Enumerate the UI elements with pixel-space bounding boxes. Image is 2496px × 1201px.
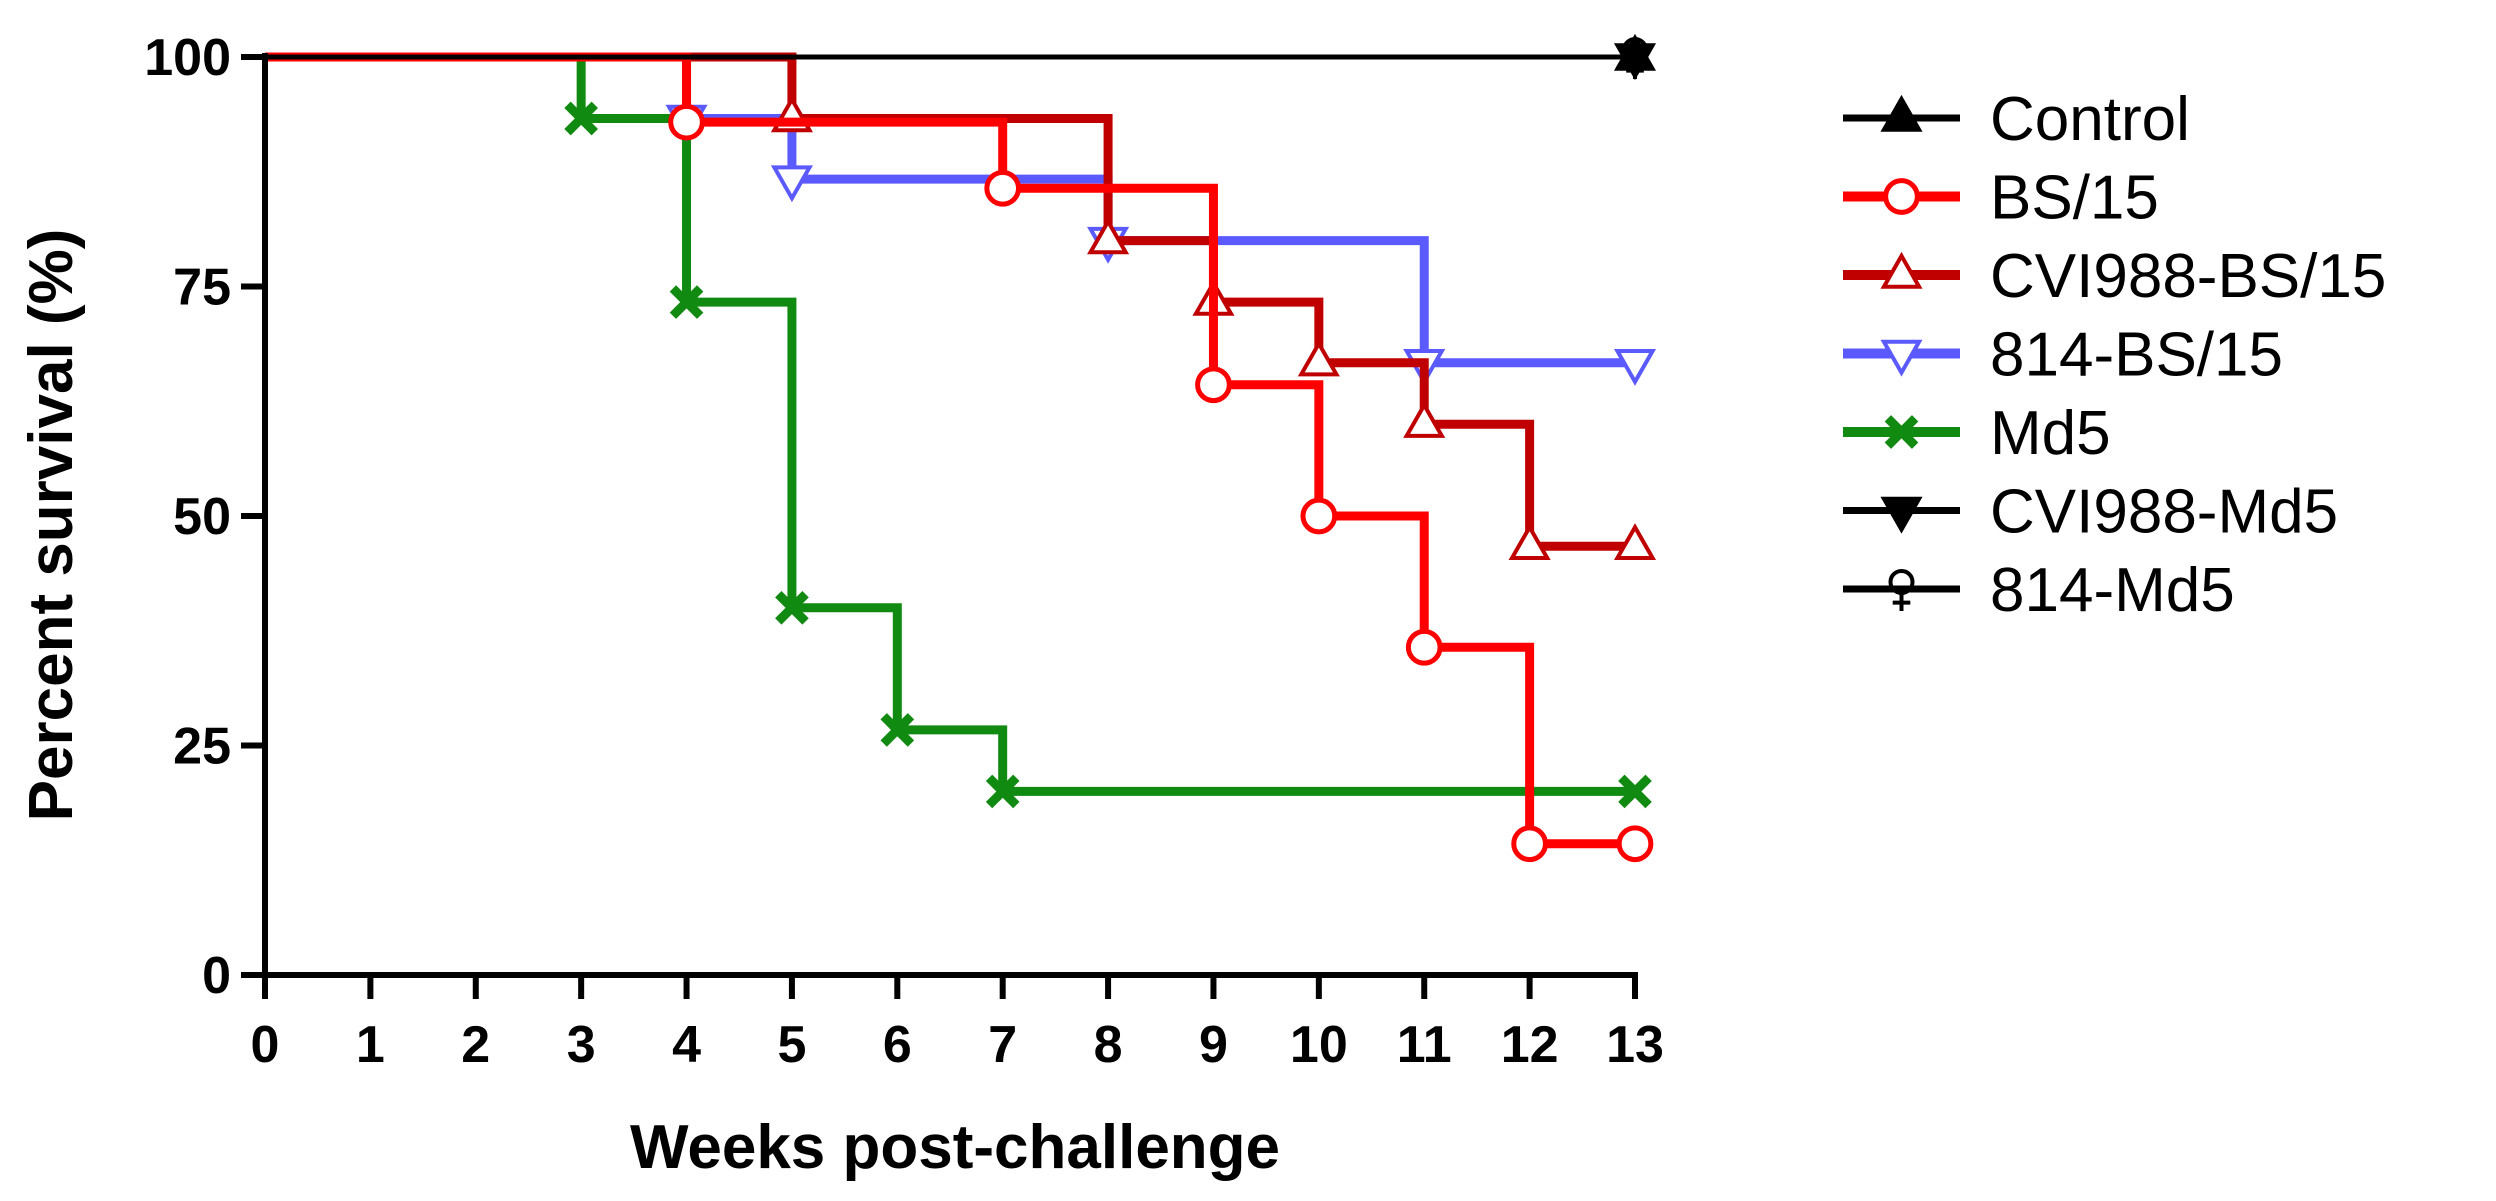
x-tick-label-2: 2 (461, 1016, 490, 1074)
legend-marker-control (1880, 94, 1923, 132)
series-bs-15 (265, 52, 1654, 863)
point-bs-15-5 (1511, 825, 1548, 863)
point-cvi988-bs-15-1 (1087, 217, 1130, 255)
legend-marker-bs-15 (1883, 178, 1920, 215)
legend-label-control: Control (1990, 85, 2190, 154)
point-bs-15-2 (1195, 366, 1232, 404)
legend-label-814-bs-15: 814-BS/15 (1990, 321, 2283, 390)
legend-label-bs-15: BS/15 (1990, 164, 2159, 233)
y-tick-label-75: 75 (173, 259, 231, 317)
y-tick-label-50: 50 (173, 488, 231, 546)
legend-marker-cvi988-md5 (1880, 496, 1923, 534)
x-tick-label-0: 0 (251, 1016, 280, 1074)
point-md5-5 (1618, 774, 1652, 809)
legend-label-cvi988-md5: CVI988-Md5 (1990, 478, 2338, 547)
x-tick-label-5: 5 (777, 1016, 806, 1074)
y-tick-label-25: 25 (173, 718, 231, 776)
series-line-md5 (265, 52, 1635, 796)
series-line-814-bs-15 (265, 52, 1635, 368)
x-tick-label-6: 6 (883, 1016, 912, 1074)
y-tick-label-100: 100 (144, 29, 231, 87)
point-bs-15-3 (1300, 497, 1338, 535)
point-md5-1 (669, 285, 704, 319)
legend-item-control: Control (1843, 85, 2190, 154)
point-md5-4 (985, 774, 1020, 809)
x-tick-label-12: 12 (1501, 1016, 1559, 1074)
point-md5-0 (564, 101, 598, 136)
legend-item-md5: Md5 (1843, 399, 2111, 468)
point-cvi988-bs-15-3 (1297, 339, 1340, 377)
point-bs-15-4 (1405, 628, 1443, 666)
legend-item-814-md5: 814-Md5 (1843, 556, 2235, 625)
x-tick-label-7: 7 (988, 1016, 1017, 1074)
x-tick-label-8: 8 (1094, 1016, 1123, 1074)
x-tick-label-11: 11 (1397, 1016, 1452, 1074)
point-814-bs-15-4 (1613, 348, 1657, 386)
legend-label-md5: Md5 (1990, 399, 2111, 468)
x-tick-label-1: 1 (356, 1016, 385, 1074)
series-line-bs-15 (265, 52, 1635, 849)
legend-marker-814-md5 (1888, 568, 1915, 611)
legend-label-cvi988-bs-15: CVI988-BS/15 (1990, 242, 2386, 311)
point-bs-15-1 (984, 169, 1022, 207)
point-cvi988-bs-15-6 (1613, 523, 1657, 560)
point-bs-15-6 (1616, 825, 1654, 863)
series-line-cvi988-bs-15 (265, 52, 1635, 551)
series-814-md5 (265, 36, 1648, 79)
legend-label-814-md5: 814-Md5 (1990, 556, 2235, 625)
x-tick-label-9: 9 (1199, 1016, 1228, 1074)
series-814-bs-15 (265, 52, 1657, 386)
legend: Control BS/15 CVI988-BS/15 814-BS/15 Md5 CVI9… (1843, 85, 2386, 625)
legend-item-cvi988-bs-15: CVI988-BS/15 (1843, 242, 2386, 311)
legend-item-bs-15: BS/15 (1843, 164, 2159, 233)
point-cvi988-bs-15-4 (1403, 401, 1446, 438)
series-md5 (265, 52, 1652, 809)
legend-item-cvi988-md5: CVI988-Md5 (1843, 478, 2338, 547)
x-tick-label-4: 4 (672, 1016, 701, 1074)
point-md5-2 (775, 590, 809, 625)
x-tick-label-13: 13 (1606, 1016, 1664, 1074)
point-bs-15-0 (668, 103, 705, 141)
legend-marker-814-bs-15 (1880, 339, 1923, 377)
point-814-md5-0 (1622, 36, 1648, 79)
legend-marker-md5 (1884, 415, 1919, 449)
x-axis-title: Weeks post-challenge (630, 1113, 1280, 1182)
series-layer (265, 33, 1657, 863)
x-tick-label-10: 10 (1290, 1016, 1348, 1074)
y-axis-title: Percent survival (%) (17, 229, 86, 822)
x-tick-label-3: 3 (567, 1016, 596, 1074)
legend-marker-cvi988-bs-15 (1880, 251, 1923, 289)
legend-item-814-bs-15: 814-BS/15 (1843, 321, 2283, 390)
y-tick-label-0: 0 (202, 947, 231, 1005)
series-cvi988-bs-15 (265, 52, 1657, 560)
point-814-bs-15-1 (770, 165, 813, 203)
point-md5-3 (880, 713, 915, 747)
point-cvi988-bs-15-5 (1508, 523, 1551, 560)
